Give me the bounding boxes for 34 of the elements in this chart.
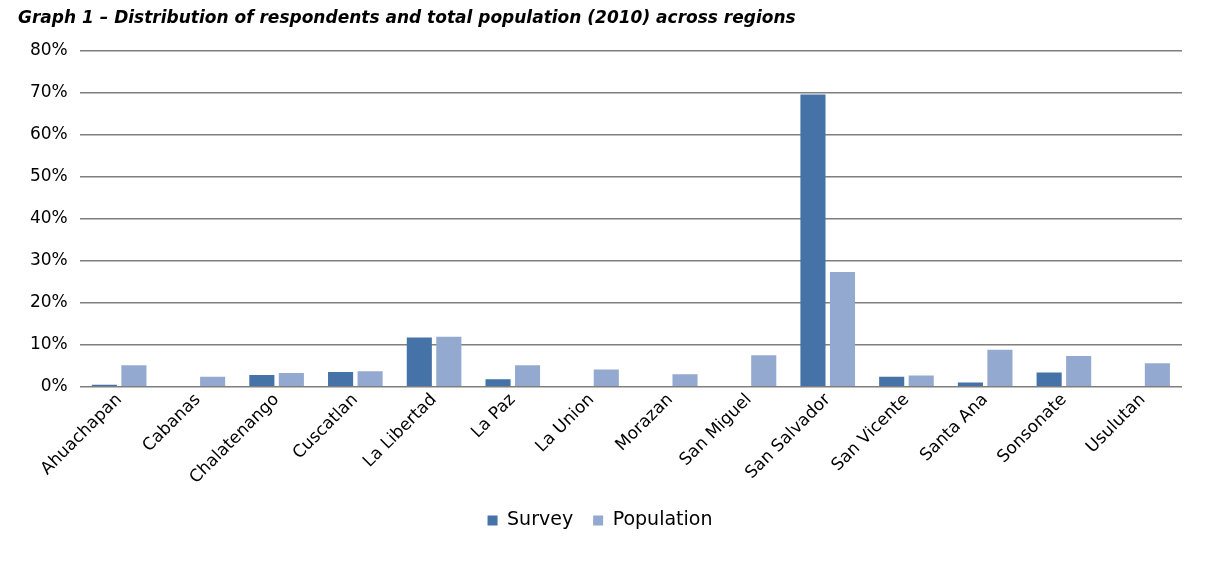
bar [829, 272, 856, 387]
bar [278, 372, 304, 387]
bar [121, 365, 147, 387]
y-tick-label: 70% [29, 80, 68, 101]
y-tick-label: 10% [29, 333, 68, 354]
legend-label: Population [612, 507, 713, 530]
y-tick-label: 20% [29, 291, 68, 312]
bar [406, 337, 432, 387]
bar [908, 375, 934, 387]
chart-title: Graph 1 – Distribution of respondents and total population (2010) across regions [18, 6, 796, 27]
bar [672, 374, 698, 387]
y-tick-label: 60% [29, 122, 68, 143]
y-tick-label: 80% [29, 38, 68, 59]
bar [1036, 372, 1062, 387]
bar [485, 379, 511, 387]
bar [987, 349, 1013, 387]
bar [593, 369, 619, 387]
y-tick-label: 50% [29, 164, 68, 185]
y-tick-label: 30% [29, 249, 68, 270]
bar [515, 365, 541, 387]
bar [249, 375, 275, 387]
bar [800, 94, 826, 387]
bar [1066, 356, 1092, 387]
x-tick-label: La Paz [466, 388, 519, 442]
bar [328, 372, 354, 387]
bar [879, 376, 905, 387]
legend-label: Survey [507, 507, 574, 530]
y-tick-label: 40% [29, 207, 68, 228]
bar [751, 355, 777, 387]
bar [200, 376, 226, 387]
bar [357, 371, 383, 387]
bar [1144, 363, 1170, 387]
y-tick-label: 0% [40, 375, 68, 396]
bar [436, 336, 462, 387]
